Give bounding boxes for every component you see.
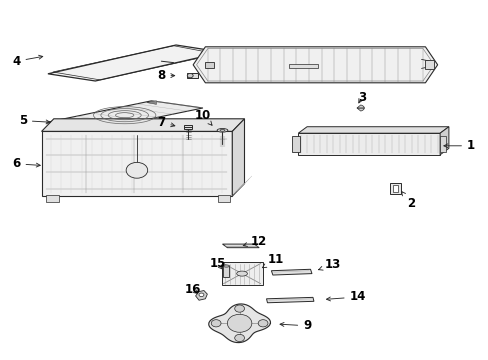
Polygon shape bbox=[41, 119, 244, 131]
Ellipse shape bbox=[217, 129, 227, 132]
Polygon shape bbox=[232, 119, 244, 196]
Polygon shape bbox=[222, 244, 259, 248]
Bar bbox=[186, 73, 197, 78]
Bar bbox=[217, 195, 229, 202]
Polygon shape bbox=[49, 119, 66, 122]
Circle shape bbox=[199, 293, 203, 297]
Bar bbox=[392, 185, 397, 192]
Bar bbox=[184, 125, 192, 129]
Bar bbox=[223, 266, 229, 277]
Text: 6: 6 bbox=[12, 157, 40, 170]
Bar bbox=[205, 62, 214, 68]
Circle shape bbox=[258, 320, 267, 327]
Polygon shape bbox=[439, 127, 448, 155]
Text: 10: 10 bbox=[194, 109, 212, 125]
Polygon shape bbox=[193, 47, 437, 83]
Circle shape bbox=[211, 320, 221, 327]
Text: 15: 15 bbox=[209, 257, 225, 270]
Text: 14: 14 bbox=[326, 291, 365, 303]
Bar bbox=[389, 183, 400, 194]
Text: 7: 7 bbox=[157, 116, 174, 129]
Text: 13: 13 bbox=[318, 258, 340, 271]
Polygon shape bbox=[298, 127, 448, 133]
Circle shape bbox=[187, 73, 193, 78]
Polygon shape bbox=[298, 133, 439, 155]
Circle shape bbox=[227, 314, 251, 332]
Bar bbox=[292, 136, 299, 152]
Polygon shape bbox=[46, 101, 203, 130]
Bar bbox=[439, 136, 445, 152]
Polygon shape bbox=[48, 45, 222, 81]
Ellipse shape bbox=[223, 265, 229, 267]
Circle shape bbox=[126, 162, 147, 178]
Ellipse shape bbox=[236, 271, 247, 276]
Polygon shape bbox=[41, 131, 232, 196]
Bar bbox=[288, 64, 317, 68]
Text: 11: 11 bbox=[262, 253, 284, 268]
Text: 4: 4 bbox=[12, 55, 42, 68]
Text: 9: 9 bbox=[280, 319, 311, 332]
Text: 12: 12 bbox=[243, 235, 267, 248]
Polygon shape bbox=[271, 269, 311, 275]
Bar bbox=[221, 262, 262, 285]
Polygon shape bbox=[356, 108, 364, 111]
Text: 16: 16 bbox=[184, 283, 201, 296]
Polygon shape bbox=[208, 304, 270, 343]
Text: 5: 5 bbox=[19, 114, 50, 127]
Bar bbox=[46, 195, 59, 202]
Text: 1: 1 bbox=[443, 139, 474, 152]
Bar bbox=[425, 60, 433, 69]
Text: 8: 8 bbox=[157, 69, 174, 82]
Circle shape bbox=[234, 334, 244, 342]
Polygon shape bbox=[146, 101, 156, 104]
Circle shape bbox=[234, 305, 244, 312]
Polygon shape bbox=[195, 291, 207, 300]
Polygon shape bbox=[266, 297, 313, 303]
Text: 2: 2 bbox=[401, 192, 414, 210]
Polygon shape bbox=[356, 105, 364, 108]
Text: 3: 3 bbox=[357, 91, 365, 104]
